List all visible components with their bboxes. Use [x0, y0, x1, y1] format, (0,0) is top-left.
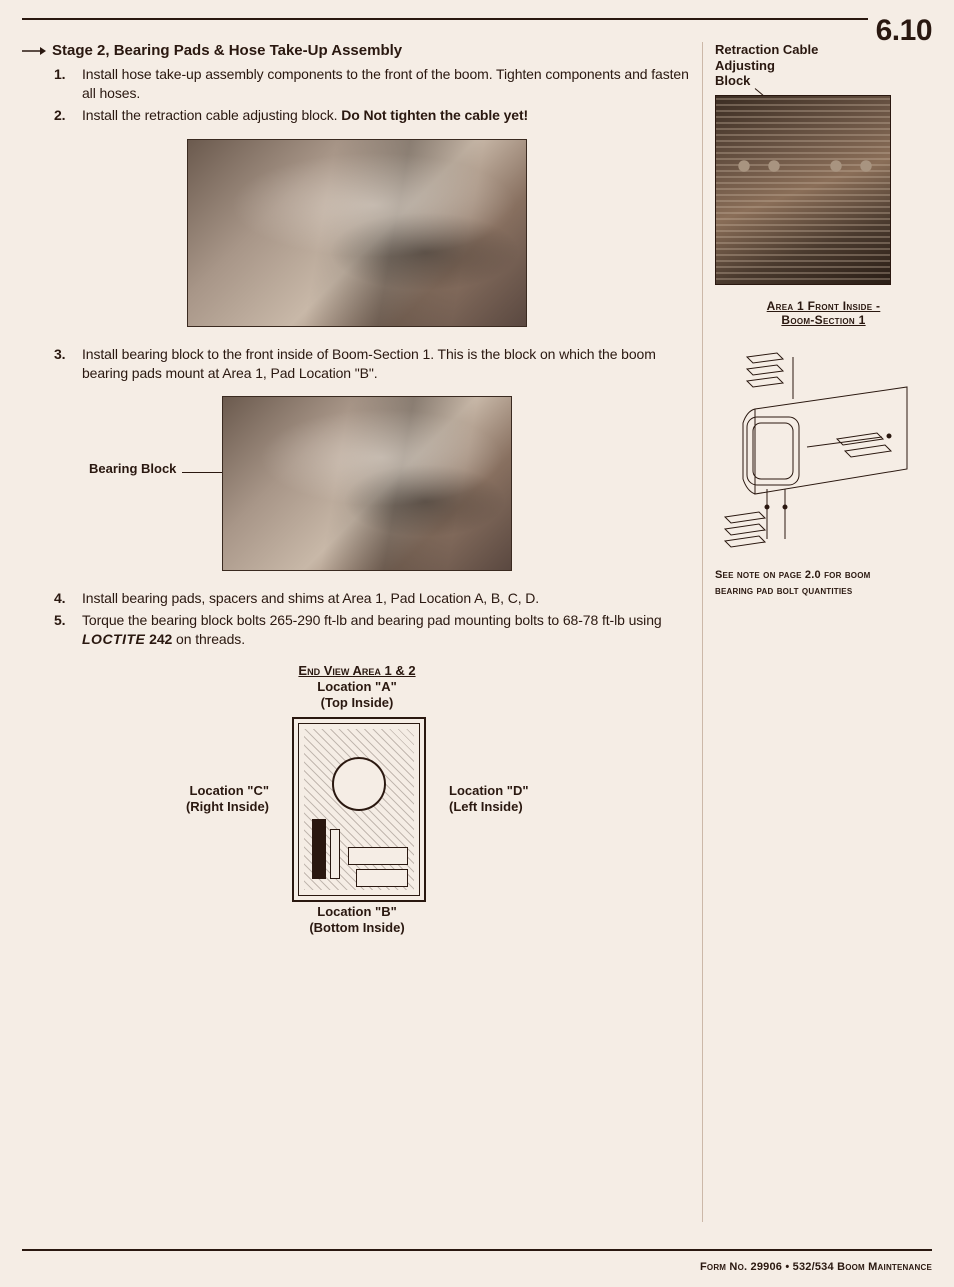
step-5: 5. Torque the bearing block bolts 265-29…	[82, 611, 692, 649]
location-a-label: Location "A"(Top Inside)	[117, 679, 597, 710]
figure-2-photo	[222, 396, 512, 571]
step-3: 3. Install bearing block to the front in…	[82, 345, 692, 383]
retraction-label: Retraction Cable Adjusting Block	[715, 42, 932, 89]
location-c-label: Location "C"(Right Inside)	[159, 783, 269, 814]
step-text: Install bearing block to the front insid…	[82, 346, 656, 381]
end-view-diagram: End View Area 1 & 2 Location "A"(Top Ins…	[117, 663, 597, 943]
exploded-svg	[707, 339, 917, 559]
stage-heading: Stage 2, Bearing Pads & Hose Take-Up Ass…	[22, 42, 692, 59]
figure-2-wrap: Bearing Block	[107, 396, 607, 571]
step-4: 4. Install bearing pads, spacers and shi…	[82, 589, 692, 608]
step-num: 1.	[54, 65, 65, 84]
step-text-b: 242	[145, 631, 172, 647]
step-list: 1. Install hose take-up assembly compone…	[22, 65, 692, 125]
step-text-c: on threads.	[172, 631, 245, 647]
step-text: Install the retraction cable adjusting b…	[82, 107, 341, 123]
end-view-cross-section	[292, 717, 426, 902]
content-columns: Stage 2, Bearing Pads & Hose Take-Up Ass…	[22, 42, 932, 1222]
right-column: Retraction Cable Adjusting Block Area 1 …	[702, 42, 932, 1222]
left-column: Stage 2, Bearing Pads & Hose Take-Up Ass…	[22, 42, 702, 1222]
sidebar-note: See note on page 2.0 for boom bearing pa…	[715, 567, 932, 600]
sidebar-exploded-diagram	[707, 339, 917, 559]
step-text: Install bearing pads, spacers and shims …	[82, 590, 539, 606]
bottom-rule	[22, 1249, 932, 1251]
top-rule	[22, 18, 932, 20]
step-num: 3.	[54, 345, 65, 364]
step-num: 4.	[54, 589, 65, 608]
brand-name: LOCTITE	[82, 631, 145, 647]
step-list: 4. Install bearing pads, spacers and shi…	[22, 589, 692, 649]
sidebar-caption: Area 1 Front Inside - Boom-Section 1	[715, 299, 932, 327]
step-list: 3. Install bearing block to the front in…	[22, 345, 692, 383]
step-emphasis: Do Not tighten the cable yet!	[341, 107, 528, 123]
figure-1-photo	[187, 139, 527, 327]
page: 6.10 Stage 2, Bearing Pads & Hose Take-U…	[22, 18, 932, 1258]
footer-text: Form No. 29906 • 532/534 Boom Maintenanc…	[700, 1261, 932, 1273]
step-2: 2. Install the retraction cable adjustin…	[82, 106, 692, 125]
step-text: Torque the bearing block bolts 265-290 f…	[82, 612, 662, 628]
retraction-label-wrap: Retraction Cable Adjusting Block	[715, 42, 932, 89]
stage-heading-text: Stage 2, Bearing Pads & Hose Take-Up Ass…	[52, 42, 402, 59]
location-b-label: Location "B"(Bottom Inside)	[117, 904, 597, 935]
sidebar-photo	[715, 95, 891, 285]
step-num: 5.	[54, 611, 65, 630]
step-1: 1. Install hose take-up assembly compone…	[82, 65, 692, 103]
bearing-block-label: Bearing Block	[89, 461, 176, 476]
step-num: 2.	[54, 106, 65, 125]
location-d-label: Location "D"(Left Inside)	[449, 783, 559, 814]
step-text: Install hose take-up assembly components…	[82, 66, 689, 101]
end-view-title: End View Area 1 & 2	[117, 663, 597, 678]
arrow-right-icon	[22, 45, 46, 57]
